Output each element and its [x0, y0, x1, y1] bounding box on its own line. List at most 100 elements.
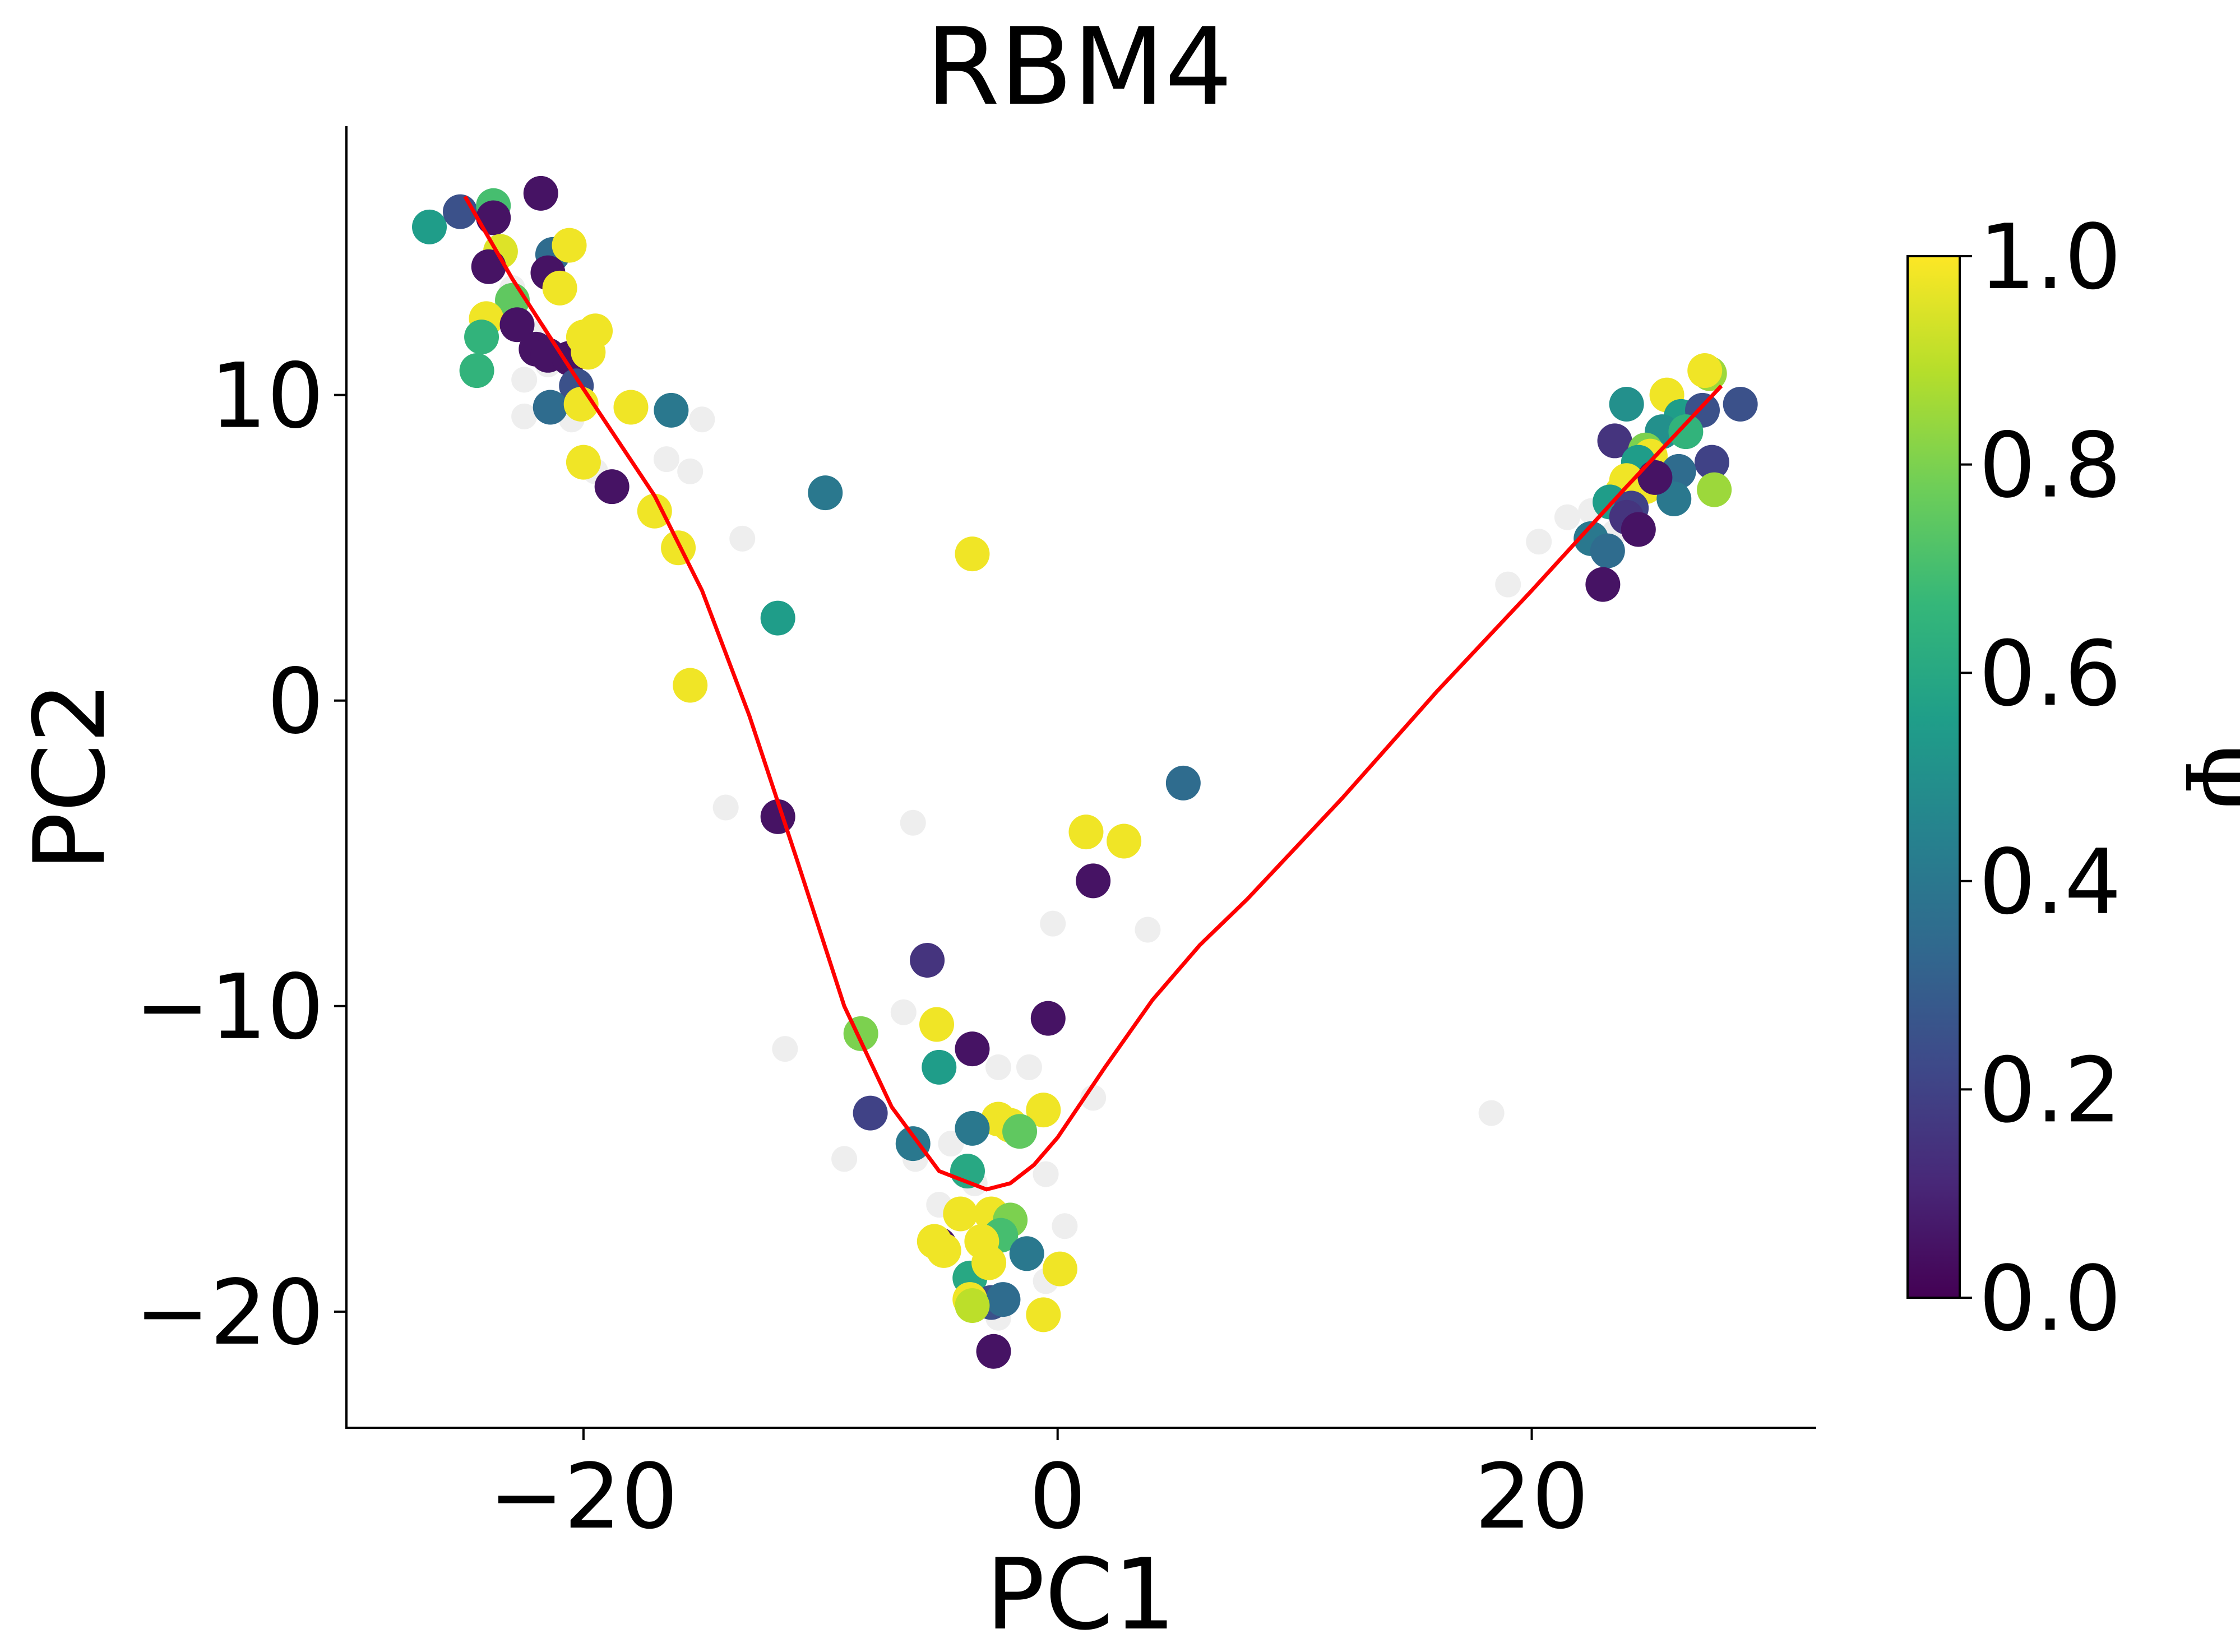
- colorbar-label: Ψ: [2164, 737, 2240, 818]
- x-tick-label: 0: [1029, 1444, 1086, 1549]
- data-points: [412, 175, 1758, 1369]
- y-ticks: −20 −10 0 10: [135, 344, 346, 1365]
- data-point: [1609, 387, 1644, 422]
- background-point: [689, 406, 715, 433]
- data-point: [459, 353, 494, 388]
- y-tick-label: 0: [267, 649, 324, 754]
- data-point: [1165, 765, 1201, 800]
- data-point: [943, 1196, 978, 1232]
- data-point: [1597, 423, 1632, 459]
- data-point: [955, 1031, 990, 1067]
- background-point: [1135, 917, 1161, 943]
- data-point: [853, 1095, 888, 1131]
- background-point: [712, 794, 739, 821]
- background-point: [511, 403, 538, 429]
- data-point: [760, 600, 795, 636]
- data-point: [654, 392, 689, 428]
- background-point: [511, 367, 538, 393]
- colorbar-tick-label: 0.6: [1979, 621, 2121, 726]
- data-point: [523, 175, 558, 211]
- colorbar-tick-label: 0.8: [1979, 413, 2121, 518]
- data-point: [976, 1334, 1011, 1369]
- colorbar-tick-label: 0.2: [1979, 1038, 2121, 1142]
- y-axis-label: PC2: [13, 681, 127, 871]
- background-point: [653, 446, 679, 473]
- x-tick-label: 20: [1475, 1444, 1589, 1549]
- data-point: [673, 668, 708, 703]
- data-point: [1107, 823, 1142, 859]
- data-point: [1697, 472, 1732, 507]
- data-point: [1723, 387, 1758, 422]
- background-point: [831, 1146, 858, 1172]
- data-point: [1026, 1093, 1061, 1128]
- background-point: [677, 458, 704, 484]
- data-point: [1009, 1236, 1044, 1271]
- data-point: [1621, 512, 1656, 547]
- data-point: [566, 445, 601, 480]
- trend-line: [463, 195, 1723, 1192]
- data-point: [1068, 815, 1104, 850]
- data-point: [1076, 863, 1111, 899]
- data-point: [1042, 1251, 1077, 1287]
- colorbar-tick-label: 0.4: [1979, 830, 2121, 934]
- background-point: [729, 525, 756, 552]
- data-point: [917, 1224, 952, 1259]
- background-point: [1040, 910, 1066, 937]
- data-point: [1668, 414, 1704, 450]
- data-point: [955, 1288, 990, 1323]
- data-point: [613, 390, 649, 425]
- data-point: [1694, 445, 1729, 480]
- x-ticks: −20 0 20: [489, 1428, 1589, 1549]
- data-point: [412, 209, 447, 244]
- data-point: [1030, 1001, 1066, 1036]
- data-point: [1637, 460, 1673, 495]
- data-point: [1026, 1297, 1061, 1332]
- data-point: [661, 530, 696, 566]
- y-tick-label: −20: [135, 1260, 324, 1365]
- background-point: [900, 809, 926, 836]
- data-point: [637, 493, 672, 529]
- data-point: [895, 1126, 931, 1162]
- data-point: [985, 1282, 1021, 1317]
- y-tick-label: 10: [210, 344, 324, 448]
- data-point: [533, 390, 568, 425]
- data-point: [571, 335, 606, 370]
- data-point: [1687, 353, 1723, 388]
- data-point: [1002, 1114, 1038, 1149]
- data-point: [1585, 567, 1621, 602]
- background-points: [499, 275, 1628, 1331]
- data-point: [919, 1007, 955, 1042]
- data-point: [552, 228, 587, 263]
- background-point: [1526, 529, 1552, 555]
- data-point: [464, 320, 499, 355]
- background-point: [1016, 1054, 1042, 1080]
- data-point: [594, 469, 630, 505]
- colorbar-tick-label: 0.0: [1979, 1246, 2121, 1351]
- data-point: [910, 943, 945, 978]
- background-point: [890, 999, 917, 1025]
- data-point: [542, 270, 577, 306]
- data-point: [955, 1110, 990, 1146]
- data-point: [476, 200, 511, 235]
- data-point: [922, 1049, 957, 1085]
- data-point: [808, 475, 843, 511]
- background-point: [1052, 1213, 1078, 1239]
- background-point: [1495, 571, 1521, 598]
- chart-title: RBM4: [925, 5, 1232, 129]
- background-point: [1554, 504, 1580, 530]
- data-point: [471, 249, 506, 284]
- data-point: [971, 1245, 1007, 1280]
- background-point: [1033, 1161, 1059, 1187]
- data-point: [1590, 533, 1625, 568]
- x-axis-label: PC1: [985, 1538, 1175, 1652]
- y-tick-label: −10: [135, 955, 324, 1059]
- colorbar-tick-label: 1.0: [1979, 205, 2121, 309]
- colorbar: [1906, 255, 1961, 1299]
- data-point: [955, 536, 990, 572]
- background-point: [1478, 1100, 1505, 1126]
- x-tick-label: −20: [489, 1444, 678, 1549]
- background-point: [985, 1054, 1011, 1080]
- data-point: [499, 307, 535, 343]
- colorbar-ticks: 0.0 0.2 0.4 0.6 0.8 1.0: [1960, 205, 2121, 1351]
